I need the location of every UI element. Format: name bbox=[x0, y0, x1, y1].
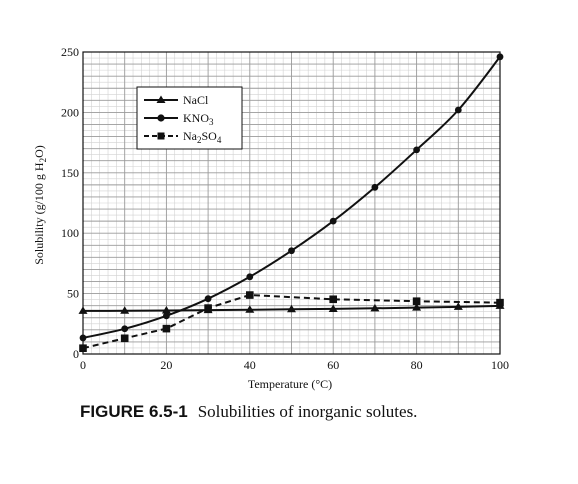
data-point-kno bbox=[288, 247, 295, 255]
data-point-nacl bbox=[120, 306, 130, 314]
caption-label: FIGURE 6.5-1 bbox=[80, 402, 188, 421]
legend-label-na2so4-so: SO bbox=[202, 129, 218, 143]
y-axis-label-main: Solubility (g/100 g H bbox=[32, 162, 46, 265]
caption-text: Solubilities of inorganic solutes. bbox=[197, 402, 418, 421]
x-tick-label: 40 bbox=[244, 358, 256, 372]
data-point-kno bbox=[204, 295, 212, 303]
series-line-naso bbox=[82, 293, 501, 350]
data-point-kno bbox=[79, 334, 87, 342]
tick-labels: 0 20 40 60 80 100 0 50 100 150 200 250 bbox=[61, 45, 509, 372]
data-point-kno bbox=[371, 183, 379, 191]
legend-label-na2so4-sub1: 2 bbox=[197, 135, 202, 145]
data-point-naso bbox=[329, 295, 337, 304]
data-point-kno bbox=[163, 312, 170, 320]
data-point-nacl bbox=[245, 305, 255, 313]
data-point-kno bbox=[246, 273, 254, 281]
data-point-nacl bbox=[78, 306, 88, 314]
data-point-kno bbox=[329, 217, 337, 225]
legend-label-kno3-sub: 3 bbox=[209, 117, 214, 127]
series-layer bbox=[78, 53, 505, 353]
data-point-nacl bbox=[412, 303, 422, 311]
data-point-nacl bbox=[453, 302, 463, 310]
legend-label-kno3-base: KNO bbox=[183, 111, 209, 125]
x-tick-label: 20 bbox=[160, 358, 172, 372]
plot-frame bbox=[82, 51, 501, 355]
data-point-kno bbox=[121, 325, 129, 333]
legend-marker-na2so4 bbox=[157, 132, 165, 140]
legend: NaCl KNO3 Na2SO4 bbox=[136, 86, 243, 150]
figure-caption: FIGURE 6.5-1 Solubilities of inorganic so… bbox=[80, 402, 417, 422]
data-point-kno bbox=[454, 106, 462, 114]
data-point-naso bbox=[120, 334, 129, 343]
y-axis-label-end: O) bbox=[32, 145, 46, 158]
x-tick-label: 80 bbox=[411, 358, 423, 372]
data-point-nacl bbox=[287, 304, 296, 313]
legend-label-na2so4-na: Na bbox=[183, 129, 198, 143]
data-point-naso bbox=[204, 304, 212, 312]
data-point-naso bbox=[162, 324, 171, 333]
legend-label-na2so4-sub2: 4 bbox=[217, 135, 222, 145]
y-tick-label: 150 bbox=[61, 166, 79, 180]
x-axis-label: Temperature (°C) bbox=[248, 377, 332, 391]
legend-marker-nacl bbox=[156, 95, 166, 103]
data-point-kno bbox=[496, 53, 504, 61]
y-tick-label: 0 bbox=[73, 347, 79, 361]
y-tick-label: 100 bbox=[61, 226, 79, 240]
data-point-nacl bbox=[370, 303, 380, 312]
y-tick-label: 50 bbox=[67, 287, 79, 301]
y-axis-label-sub: 2 bbox=[38, 158, 48, 163]
data-point-kno bbox=[413, 146, 420, 154]
y-axis-label: Solubility (g/100 g H2O) bbox=[32, 145, 48, 265]
legend-label-na2so4: Na2SO4 bbox=[183, 129, 222, 145]
x-tick-label: 100 bbox=[491, 358, 509, 372]
legend-label-kno3: KNO3 bbox=[183, 111, 214, 127]
legend-marker-kno3 bbox=[157, 114, 165, 122]
y-tick-label: 250 bbox=[61, 45, 79, 59]
data-point-nacl bbox=[161, 306, 171, 314]
data-point-nacl bbox=[328, 304, 338, 312]
data-point-naso bbox=[79, 344, 87, 353]
data-point-naso bbox=[412, 297, 421, 306]
data-point-naso bbox=[496, 298, 504, 307]
legend-label-nacl: NaCl bbox=[183, 93, 209, 107]
data-point-naso bbox=[246, 291, 254, 299]
x-tick-label: 60 bbox=[327, 358, 339, 372]
y-tick-label: 200 bbox=[61, 105, 79, 119]
x-tick-label: 0 bbox=[80, 358, 86, 372]
